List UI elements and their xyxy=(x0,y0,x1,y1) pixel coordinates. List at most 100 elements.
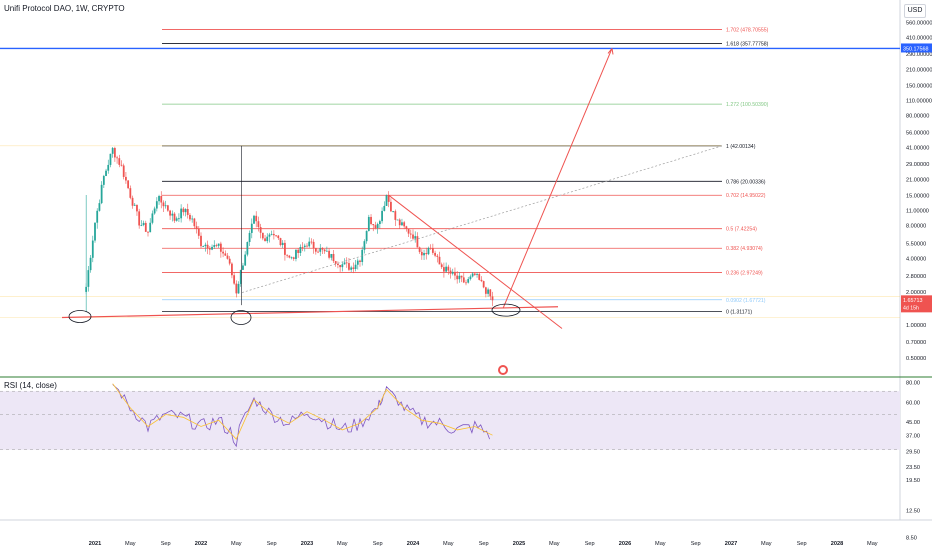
candle-body xyxy=(383,205,386,211)
fib-level-label: 0 (1.31171) xyxy=(726,310,752,316)
candle-body xyxy=(427,247,430,255)
candle-body xyxy=(445,266,448,272)
candle-body xyxy=(343,262,346,265)
price-tick-label: 110.00000 xyxy=(906,98,932,104)
candle-body xyxy=(173,213,176,221)
candle-body xyxy=(270,233,273,235)
price-tick-label: 210.00000 xyxy=(906,67,932,73)
rsi-axis[interactable]: 80.00 60.00 45.00 37.00 29.50 23.50 19.50 12.50… xyxy=(906,381,920,542)
candle-body xyxy=(272,233,275,236)
candle-body xyxy=(98,203,101,211)
price-tick-label: 15.00000 xyxy=(906,194,929,200)
candle-body xyxy=(111,148,114,154)
candle-body xyxy=(268,234,271,237)
candle-body xyxy=(193,218,196,227)
candle-body xyxy=(180,208,183,219)
candle-body xyxy=(290,257,293,259)
candle-body xyxy=(409,233,412,235)
candle-body xyxy=(348,263,350,270)
price-tick-label: 1.00000 xyxy=(906,323,926,329)
candle-body xyxy=(420,251,423,256)
candle-body xyxy=(401,222,403,226)
candle-body xyxy=(436,255,439,257)
rsi-indicator-label[interactable]: RSI (14, close) xyxy=(4,381,57,390)
trend-drawings[interactable] xyxy=(61,48,723,375)
candle-body xyxy=(392,211,395,212)
candle-body xyxy=(281,242,284,246)
price-tick-label: 11.00000 xyxy=(906,208,929,214)
candle-body xyxy=(403,222,406,227)
candle-body xyxy=(255,215,258,222)
symbol-title[interactable]: Unifi Protocol DAO, 1W, CRYPTO xyxy=(4,4,125,13)
highlight-ellipse xyxy=(230,310,252,325)
candle-body xyxy=(284,242,286,255)
fib-retracement[interactable]: 1.702 (478.70555) 1.618 (357.77758) 1.272 … xyxy=(0,28,900,318)
candle-body xyxy=(460,275,463,278)
fib-level-label: 1 (42.00134) xyxy=(726,144,756,150)
blue-line-price-text: 350.17568 xyxy=(903,46,928,52)
rsi-tick-label: 29.50 xyxy=(906,449,920,455)
currency-button[interactable]: USD xyxy=(904,4,926,18)
price-tick-label: 0.70000 xyxy=(906,340,926,346)
price-tick-label: 290.00000 xyxy=(906,52,932,58)
candle-body xyxy=(122,165,125,177)
time-tick-label: Sep xyxy=(373,541,383,547)
price-axis[interactable]: 560.00000 410.00000 290.00000 210.00000 150.… xyxy=(901,21,932,363)
resistance-trendline xyxy=(388,194,563,329)
time-tick-label: Sep xyxy=(691,541,701,547)
candle-body xyxy=(394,211,397,220)
price-tick-label: 5.50000 xyxy=(906,242,926,248)
time-tick-label: May xyxy=(125,541,136,547)
candle-body xyxy=(323,249,326,252)
time-tick-label: May xyxy=(231,541,242,547)
time-tick-label: Sep xyxy=(797,541,807,547)
candle-body xyxy=(246,242,249,255)
candle-body xyxy=(462,277,465,283)
candle-body xyxy=(306,245,308,247)
candle-body xyxy=(277,235,280,239)
candle-body xyxy=(387,195,390,202)
time-axis[interactable]: 2021 May Sep 2022 May Sep 2023 May Sep 2024 May Sep… xyxy=(89,541,878,547)
candle-body xyxy=(195,226,198,230)
candle-body xyxy=(429,247,432,249)
candle-body xyxy=(352,267,355,269)
candle-body xyxy=(142,222,145,226)
candle-body xyxy=(206,244,209,249)
rsi-tick-label: 19.50 xyxy=(906,478,920,484)
candle-body xyxy=(244,254,247,266)
candle-body xyxy=(482,281,485,288)
price-candles xyxy=(85,145,494,312)
candle-body xyxy=(473,273,476,275)
current-time-text: 4d 15h xyxy=(903,305,919,311)
candle-body xyxy=(138,211,141,226)
candle-body xyxy=(312,241,315,249)
candle-body xyxy=(418,247,421,252)
candle-body xyxy=(127,180,130,189)
candle-body xyxy=(100,184,103,204)
current-price-text: 1.65713 xyxy=(903,298,923,304)
candle-body xyxy=(113,148,116,158)
candle-body xyxy=(454,271,456,276)
candle-body xyxy=(202,246,205,247)
candle-body xyxy=(226,255,229,259)
price-tick-label: 80.00000 xyxy=(906,114,929,120)
candle-body xyxy=(235,283,238,294)
candle-body xyxy=(91,240,94,258)
candle-body xyxy=(151,213,154,223)
time-tick-label: Sep xyxy=(161,541,171,547)
candle-body xyxy=(345,262,348,264)
candle-body xyxy=(363,241,366,250)
candle-body xyxy=(385,195,388,206)
candle-body xyxy=(261,232,264,239)
fib-level-label: 1.702 (478.70555) xyxy=(726,28,769,34)
candle-body xyxy=(325,250,328,252)
candle-body xyxy=(178,218,180,220)
rsi-band xyxy=(0,391,900,450)
candle-body xyxy=(416,236,419,248)
candle-body xyxy=(456,275,459,280)
fib-level-label: 0.236 (2.97249) xyxy=(726,270,763,276)
price-tick-label: 2.80000 xyxy=(906,274,926,280)
candle-body xyxy=(330,253,333,258)
candle-body xyxy=(359,260,361,262)
